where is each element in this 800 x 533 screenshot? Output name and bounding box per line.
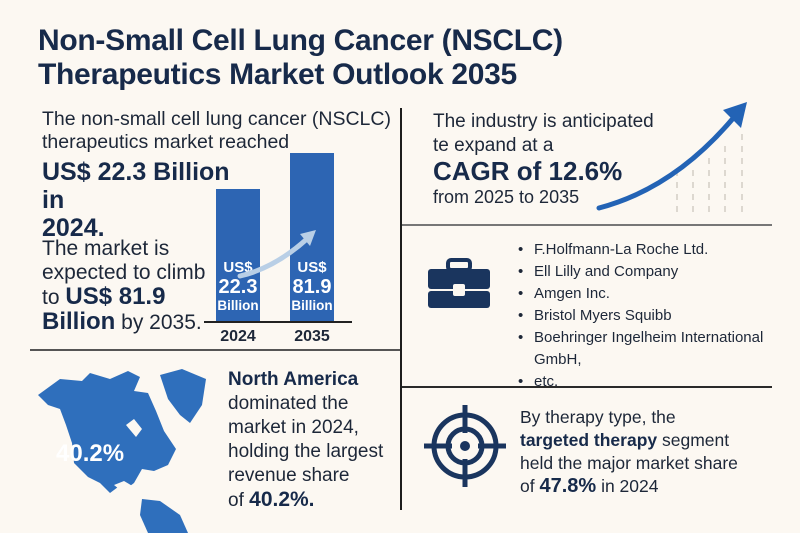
therapy-text: By therapy type, the targeted therapy se…: [520, 406, 790, 498]
x-axis-line: [204, 321, 352, 323]
intro-line-1: The non-small cell lung cancer (NSCLC): [42, 108, 391, 130]
cagr-intro: The industry is anticipated te expand at…: [433, 110, 654, 158]
climb-suffix: by 2035.: [121, 311, 202, 334]
therapy-line-1: By therapy type, the: [520, 407, 676, 427]
divider-right-top: [402, 224, 772, 226]
growth-arrow-icon: [237, 230, 316, 279]
region-text: North America dominated the market in 20…: [228, 368, 383, 513]
page-title: Non-Small Cell Lung Cancer (NSCLC) Thera…: [38, 24, 563, 92]
title-line-1: Non-Small Cell Lung Cancer (NSCLC): [38, 24, 563, 57]
company-item: etc.: [516, 371, 784, 393]
cagr-line-2: te expand at a: [433, 135, 554, 156]
therapy-line-4-prefix: of: [520, 476, 535, 496]
briefcase-icon: [428, 258, 490, 308]
cagr-period: from 2025 to 2035: [433, 187, 580, 207]
market-intro-text: The non-small cell lung cancer (NSCLC) t…: [42, 108, 402, 154]
vertical-divider: [400, 108, 402, 510]
map-share-label: 40.2%: [56, 440, 125, 467]
bar-label-unit: Billion: [291, 298, 333, 313]
faint-bars: [676, 130, 743, 212]
therapy-line-4-suffix: in 2024: [601, 476, 659, 496]
market-forecast-text: The market is expected to climb to US$ 8…: [42, 237, 212, 335]
company-list: F.Holfmann-La Roche Ltd. Ell Lilly and C…: [516, 239, 784, 393]
bar-label-value: 81.9: [292, 276, 332, 298]
region-line-5: revenue share: [228, 465, 350, 486]
cagr-headline: CAGR of 12.6%: [433, 156, 623, 186]
bar-label-currency: US$: [223, 259, 253, 276]
therapy-segment-name: targeted therapy: [520, 430, 658, 450]
climb-billion: Billion: [42, 308, 116, 335]
climb-to: to: [42, 286, 60, 309]
region-line-4: holding the largest: [228, 441, 384, 462]
region-line-6-prefix: of: [228, 490, 244, 511]
cagr-line-1: The industry is anticipated: [433, 111, 654, 132]
title-line-2: Therapeutics Market Outlook 2035: [38, 58, 517, 91]
divider-left: [30, 349, 400, 351]
climb-line-2: expected to climb: [42, 261, 206, 284]
company-item: F.Holfmann-La Roche Ltd.: [516, 239, 784, 261]
bar-2024: US$ 22.3 Billion: [216, 189, 260, 321]
trend-arrow-icon: [596, 102, 747, 212]
therapy-line-2-rest: segment: [662, 430, 730, 450]
company-item: Amgen Inc.: [516, 283, 784, 305]
company-item: Boehringer Ingelheim International GmbH,: [516, 327, 784, 371]
region-line-3: market in 2024,: [228, 417, 359, 438]
x-tick-label: 2035: [294, 328, 330, 345]
company-item: Bristol Myers Squibb: [516, 305, 784, 327]
x-tick-label: 2024: [220, 328, 256, 345]
bar-label-currency: US$: [297, 259, 327, 276]
climb-line-1: The market is: [42, 237, 170, 260]
north-america-map-icon: [38, 369, 206, 533]
region-share-value: 40.2%.: [249, 488, 315, 511]
bar-label-value: 22.3: [218, 276, 258, 298]
market-value-2024: US$ 22.3 Billion in 2024.: [42, 158, 242, 242]
value-line-1: US$ 22.3 Billion in: [42, 158, 230, 214]
target-icon: [424, 405, 506, 487]
therapy-line-3: held the major market share: [520, 453, 738, 473]
bar-label-unit: Billion: [217, 298, 259, 313]
region-line-1: North America: [228, 369, 359, 390]
region-line-2: dominated the: [228, 393, 349, 414]
climb-value: US$ 81.9: [65, 283, 166, 310]
intro-line-2: therapeutics market reached: [42, 131, 290, 153]
market-bar-chart: US$ 22.3 Billion US$ 81.9 Billion 2024 2…: [200, 140, 360, 350]
value-line-2: 2024.: [42, 214, 105, 242]
therapy-share-value: 47.8%: [539, 475, 597, 497]
company-item: Ell Lilly and Company: [516, 261, 784, 283]
